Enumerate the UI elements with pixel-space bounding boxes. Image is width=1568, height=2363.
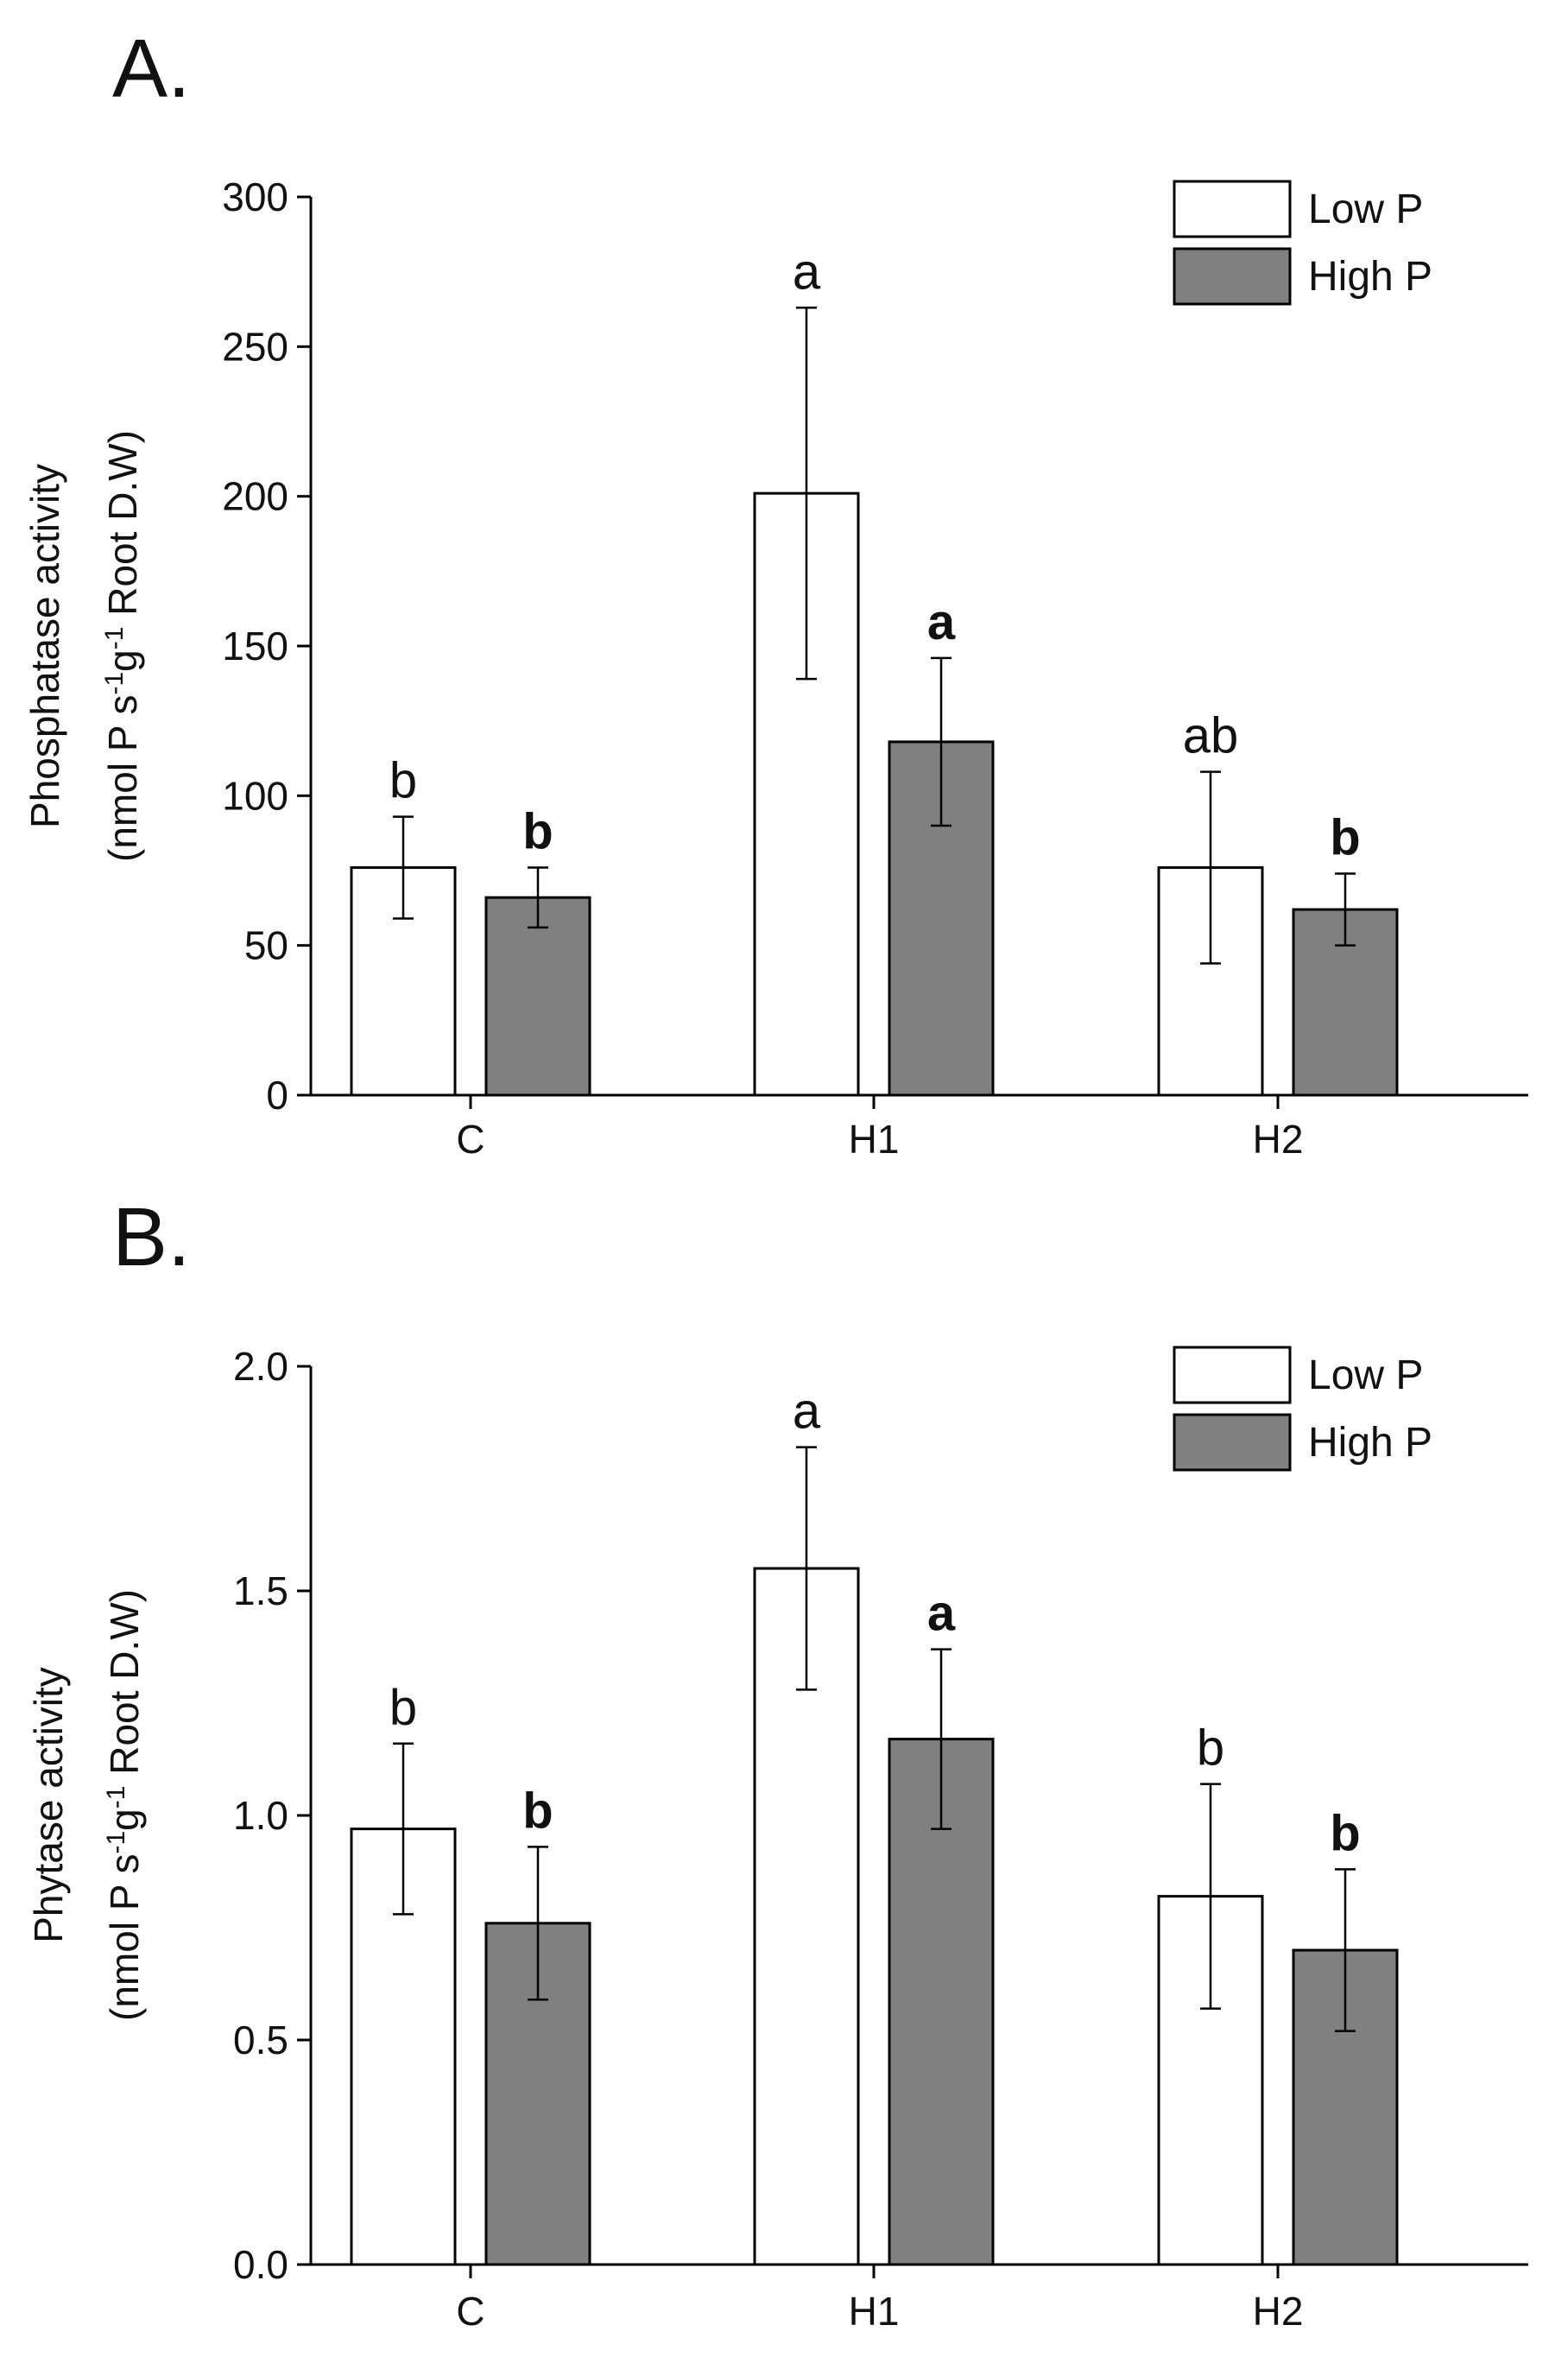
x-tick-label: H2 <box>1253 2289 1304 2334</box>
significance-letter: b <box>1197 1720 1224 1777</box>
y-axis-title-part: -1 <box>102 1786 130 1809</box>
y-axis-title-part: g <box>100 649 145 672</box>
legend-swatch-low-p <box>1173 1346 1292 1404</box>
legend-swatch-low-p <box>1173 180 1292 238</box>
y-axis-title-part: -1 <box>102 1831 130 1854</box>
y-tick-label: 0.0 <box>233 2242 288 2287</box>
y-tick-label: 50 <box>244 923 288 968</box>
y-tick-label: 100 <box>222 773 288 818</box>
significance-letter: b <box>1330 809 1360 865</box>
y-axis-title-part: Root D.W) <box>100 430 145 626</box>
y-tick-label: 1.5 <box>233 1568 288 1613</box>
y-axis-title-line2: (nmol P s-1g-1 Root D.W) <box>100 430 145 862</box>
significance-letter: b <box>389 753 417 809</box>
y-axis-title-part: Root D.W) <box>102 1589 147 1785</box>
x-tick-label: H1 <box>849 2289 900 2334</box>
significance-letter: b <box>389 1680 417 1736</box>
significance-letter: ab <box>1183 708 1239 764</box>
y-tick-label: 0 <box>266 1073 288 1118</box>
y-tick-label: 2.0 <box>233 1344 288 1389</box>
y-axis-title-part: (nmol P s <box>102 1854 147 2021</box>
y-tick-label: 300 <box>222 174 288 219</box>
y-tick-label: 250 <box>222 324 288 369</box>
legend-label: Low P <box>1308 187 1423 232</box>
x-tick-label: C <box>456 1117 484 1162</box>
y-axis-title-line1: Phosphatase activity <box>22 464 67 828</box>
significance-letter: a <box>927 594 956 650</box>
panel-label: B. <box>112 1191 191 1283</box>
x-tick-label: H1 <box>849 1117 900 1162</box>
panel-b: B. 0.0 0.5 1.0 1.5 2.0 C H1 H2 b a b b a b Low P High P P… <box>26 1191 1528 2334</box>
y-tick-label: 1.0 <box>233 1793 288 1838</box>
significance-letter: a <box>793 244 821 300</box>
y-tick-label: 0.5 <box>233 2018 288 2062</box>
significance-letter: a <box>927 1586 956 1642</box>
x-tick-label: H2 <box>1253 1117 1304 1162</box>
legend-swatch-high-p <box>1173 1413 1292 1472</box>
y-axis-title-part: (nmol P s <box>100 695 145 862</box>
significance-letter: b <box>1330 1805 1360 1861</box>
significance-letter: b <box>522 1783 553 1839</box>
y-axis-title-part: -1 <box>100 627 129 650</box>
legend-swatch-high-p <box>1173 247 1292 306</box>
legend-label: Low P <box>1308 1353 1423 1398</box>
x-tick-label: C <box>456 2289 484 2334</box>
y-tick-label: 200 <box>222 474 288 519</box>
y-axis-title-part: g <box>102 1809 147 1831</box>
y-tick-label: 150 <box>222 624 288 668</box>
y-axis-title-part: -1 <box>100 672 129 695</box>
legend-label: High P <box>1308 1420 1432 1466</box>
y-axis-title-line2: (nmol P s-1g-1 Root D.W) <box>102 1589 147 2021</box>
panel-label: A. <box>112 22 191 115</box>
significance-letter: a <box>793 1384 821 1440</box>
y-axis-title-line1: Phytase activity <box>26 1667 71 1943</box>
significance-letter: b <box>522 804 553 860</box>
legend-label: High P <box>1308 254 1432 300</box>
